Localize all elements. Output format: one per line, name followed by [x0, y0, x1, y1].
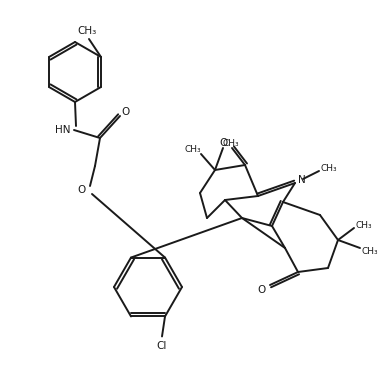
Text: Cl: Cl — [157, 341, 167, 351]
Text: O: O — [220, 138, 228, 148]
Text: O: O — [78, 185, 86, 195]
Text: HN: HN — [55, 125, 70, 135]
Text: CH₃: CH₃ — [356, 220, 372, 230]
Text: CH₃: CH₃ — [223, 138, 239, 148]
Text: CH₃: CH₃ — [321, 164, 337, 173]
Text: CH₃: CH₃ — [185, 144, 201, 154]
Text: O: O — [122, 107, 130, 117]
Text: CH₃: CH₃ — [362, 246, 378, 256]
Text: N: N — [298, 175, 306, 185]
Text: O: O — [258, 285, 266, 295]
Text: CH₃: CH₃ — [77, 26, 97, 36]
